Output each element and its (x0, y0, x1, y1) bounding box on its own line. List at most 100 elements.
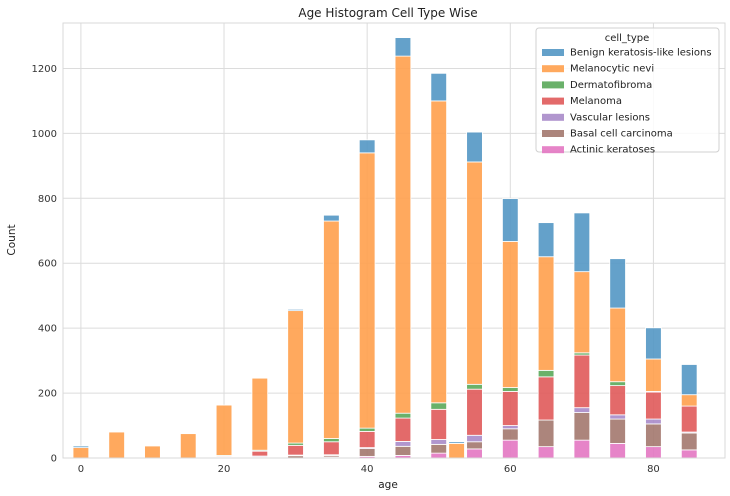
y-tick-label: 400 (38, 324, 57, 335)
bar-melanoma (645, 391, 662, 420)
legend-entry: Benign keratosis-like lesions (570, 48, 712, 59)
bar-actinic-keratoses (466, 448, 483, 459)
bar-benign-keratosis-like-lesions (287, 308, 304, 312)
bar-benign-keratosis-like-lesions (323, 214, 340, 222)
bar-actinic-keratoses (609, 442, 626, 459)
bar-dermatofibroma (358, 427, 376, 432)
bar-benign-keratosis-like-lesions (466, 131, 483, 163)
legend-entry: Dermatofibroma (570, 80, 652, 91)
bar-vascular-lesions (466, 434, 483, 443)
bar-benign-keratosis-like-lesions (448, 441, 465, 444)
legend-swatch (542, 130, 564, 137)
bar-basal-cell-carcinoma (537, 419, 555, 448)
bar-melanocytic-nevi (645, 358, 662, 392)
bar-melanoma (573, 354, 591, 409)
bar-actinic-keratoses (430, 452, 448, 459)
bar-basal-cell-carcinoma (502, 428, 519, 441)
bar-melanoma (466, 388, 483, 436)
legend-swatch (542, 97, 564, 105)
y-tick-label: 0 (51, 454, 57, 465)
y-tick-label: 600 (38, 259, 57, 270)
bar-basal-cell-carcinoma (358, 448, 376, 457)
bar-melanocytic-nevi (144, 445, 161, 459)
y-tick-label: 1000 (32, 129, 57, 140)
bar-melanocytic-nevi (287, 310, 304, 444)
x-tick-label: 40 (361, 464, 374, 475)
bar-benign-keratosis-like-lesions (573, 212, 591, 273)
legend-items: Benign keratosis-like lesions Melanocytic… (542, 48, 712, 156)
bar-benign-keratosis-like-lesions (609, 258, 626, 309)
bar-benign-keratosis-like-lesions (394, 37, 412, 57)
bar-benign-keratosis-like-lesions (537, 222, 555, 258)
bar-melanocytic-nevi (537, 256, 555, 371)
bar-benign-keratosis-like-lesions (358, 139, 376, 154)
bar-vascular-lesions (394, 441, 412, 447)
bar-melanoma (394, 417, 412, 442)
bar-dermatofibroma (466, 383, 483, 390)
bar-melanoma (537, 376, 555, 421)
legend-swatch (542, 146, 564, 154)
plot-frame (62, 22, 726, 459)
bar-benign-keratosis-like-lesions (645, 327, 662, 360)
bar-vascular-lesions (430, 439, 448, 445)
bar-actinic-keratoses (502, 439, 519, 459)
y-tick-label: 800 (38, 194, 57, 205)
bar-basal-cell-carcinoma (466, 441, 483, 450)
bar-actinic-keratoses (537, 446, 555, 459)
bar-actinic-keratoses (573, 439, 591, 459)
y-tick-label: 1200 (32, 64, 57, 75)
bar-melanocytic-nevi (358, 152, 376, 429)
legend-title: cell_type (605, 33, 650, 44)
bar-melanoma (251, 450, 269, 457)
legend-entry: Basal cell carcinoma (570, 129, 673, 140)
bar-benign-keratosis-like-lesions (502, 198, 519, 242)
bar-melanocytic-nevi (430, 100, 448, 404)
bar-melanoma (502, 391, 519, 426)
legend-swatch (542, 81, 564, 89)
bar-melanocytic-nevi (680, 394, 698, 407)
bar-basal-cell-carcinoma (430, 443, 448, 454)
legend-entry: Vascular lesions (570, 112, 650, 123)
bar-dermatofibroma (609, 381, 626, 387)
bar-vascular-lesions (502, 425, 519, 430)
bar-actinic-keratoses (645, 446, 662, 459)
bar-melanocytic-nevi (609, 307, 626, 383)
bar-melanoma (680, 405, 698, 433)
bar-melanocytic-nevi (215, 404, 233, 456)
bar-basal-cell-carcinoma (573, 412, 591, 441)
bar-melanocytic-nevi (466, 161, 483, 385)
bars-group (72, 37, 698, 459)
bar-benign-keratosis-like-lesions (680, 364, 698, 396)
bar-dermatofibroma (502, 387, 519, 392)
bar-melanocytic-nevi (394, 55, 412, 414)
bar-melanoma (323, 441, 340, 456)
x-tick-label: 80 (647, 464, 660, 475)
bar-melanoma (430, 408, 448, 440)
bar-melanoma (358, 430, 376, 449)
y-tick-label: 200 (38, 389, 57, 400)
bar-basal-cell-carcinoma (680, 432, 698, 451)
y-tick-labels: 0 200 400 600 800 1000 1200 (32, 64, 57, 465)
legend-entry: Melanoma (570, 96, 622, 107)
bar-melanoma (609, 385, 626, 416)
legend-entry: Actinic keratoses (570, 145, 655, 156)
legend-box (535, 27, 720, 153)
bar-dermatofibroma (394, 412, 412, 419)
bar-melanocytic-nevi (502, 241, 519, 388)
bar-melanocytic-nevi (573, 271, 591, 354)
bar-dermatofibroma (537, 369, 555, 378)
bar-vascular-lesions (645, 418, 662, 425)
bar-basal-cell-carcinoma (609, 418, 626, 444)
x-tick-labels: 0 20 40 60 80 (78, 464, 660, 475)
bar-vascular-lesions (573, 407, 591, 413)
x-tick-label: 20 (218, 464, 231, 475)
y-axis-label: Count (6, 224, 18, 255)
bar-melanocytic-nevi (323, 220, 340, 439)
bar-melanocytic-nevi (108, 431, 125, 459)
legend-swatch (542, 113, 564, 121)
legend-swatch (542, 65, 564, 73)
legend: cell_type Benign keratosis-like lesions M… (535, 27, 720, 156)
legend-entry: Melanocytic nevi (570, 64, 654, 75)
bar-melanocytic-nevi (251, 377, 269, 451)
